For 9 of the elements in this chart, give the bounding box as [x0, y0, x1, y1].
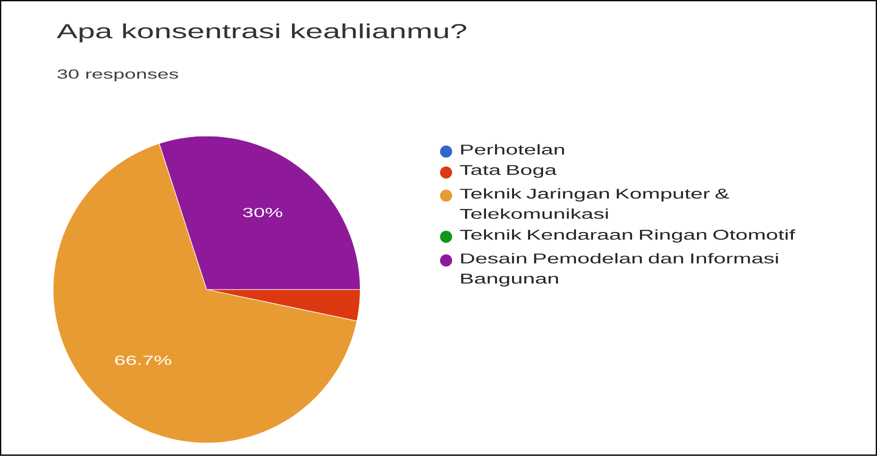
legend-label: Desain Pemodelan dan Informasi Bangunan	[461, 253, 778, 287]
legend-label: Teknik Jaringan Komputer & Telekomunikasi	[460, 188, 730, 219]
legend-label: Perhotelan	[461, 144, 564, 155]
chart-subtitle: 30 responses	[57, 70, 178, 82]
legend-label: Teknik Kendaraan Ringan Otomotif	[460, 230, 796, 243]
data-label: 30%	[243, 208, 282, 218]
data-label: 66.7%	[115, 356, 172, 366]
chart-title: Apa konsentrasi keahlianmu?	[56, 24, 466, 42]
legend-label: Tata Boga	[460, 165, 557, 178]
